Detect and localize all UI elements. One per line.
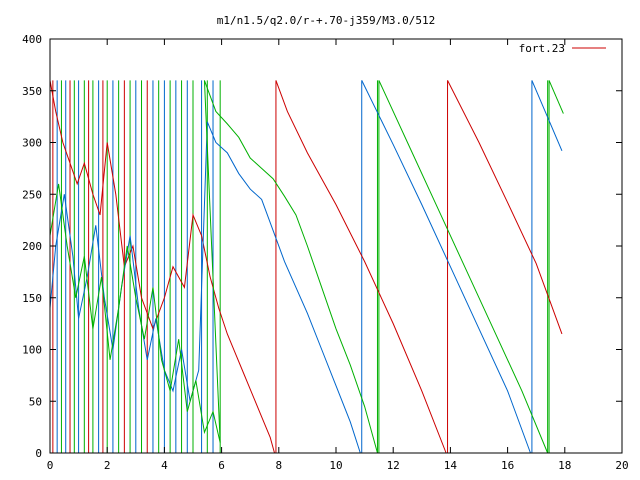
y-tick-label: 200 (22, 240, 42, 253)
chart-title: m1/n1.5/q2.0/r-+.70-j359/M3.0/512 (217, 14, 436, 27)
series-1-segment-0 (49, 121, 361, 454)
x-tick-label: 20 (615, 459, 628, 472)
series-2-segment-2 (548, 80, 564, 114)
x-tick-label: 6 (218, 459, 225, 472)
x-tick-label: 14 (444, 459, 458, 472)
x-tick-label: 16 (501, 459, 514, 472)
tick-layer: 0 2 4 6 8 10 12 14 16 18 2005010015020025030035040… (22, 33, 629, 472)
series-1-segment-1 (361, 80, 531, 454)
x-tick-label: 8 (275, 459, 282, 472)
y-tick-label: 350 (22, 85, 42, 98)
y-tick-label: 250 (22, 188, 42, 201)
series-0-segment-1 (275, 80, 447, 454)
legend-label: fort.23 (519, 42, 565, 55)
x-tick-label: 2 (104, 459, 111, 472)
y-tick-label: 400 (22, 33, 42, 46)
x-tick-label: 12 (387, 459, 400, 472)
y-tick-label: 100 (22, 344, 42, 357)
series-0-segment-0 (49, 80, 275, 454)
y-tick-label: 50 (29, 395, 42, 408)
x-tick-label: 0 (47, 459, 54, 472)
y-tick-label: 0 (35, 447, 42, 460)
legend: fort.23 (519, 42, 606, 55)
data-layer (49, 80, 564, 454)
x-tick-label: 4 (161, 459, 168, 472)
x-tick-label: 18 (558, 459, 571, 472)
series-0-segment-2 (447, 80, 563, 335)
series-1-segment-2 (531, 80, 563, 151)
y-tick-label: 150 (22, 292, 42, 305)
x-tick-label: 10 (329, 459, 342, 472)
y-tick-label: 300 (22, 137, 42, 150)
series-2-segment-0 (49, 80, 378, 454)
series-2-segment-1 (378, 80, 549, 454)
